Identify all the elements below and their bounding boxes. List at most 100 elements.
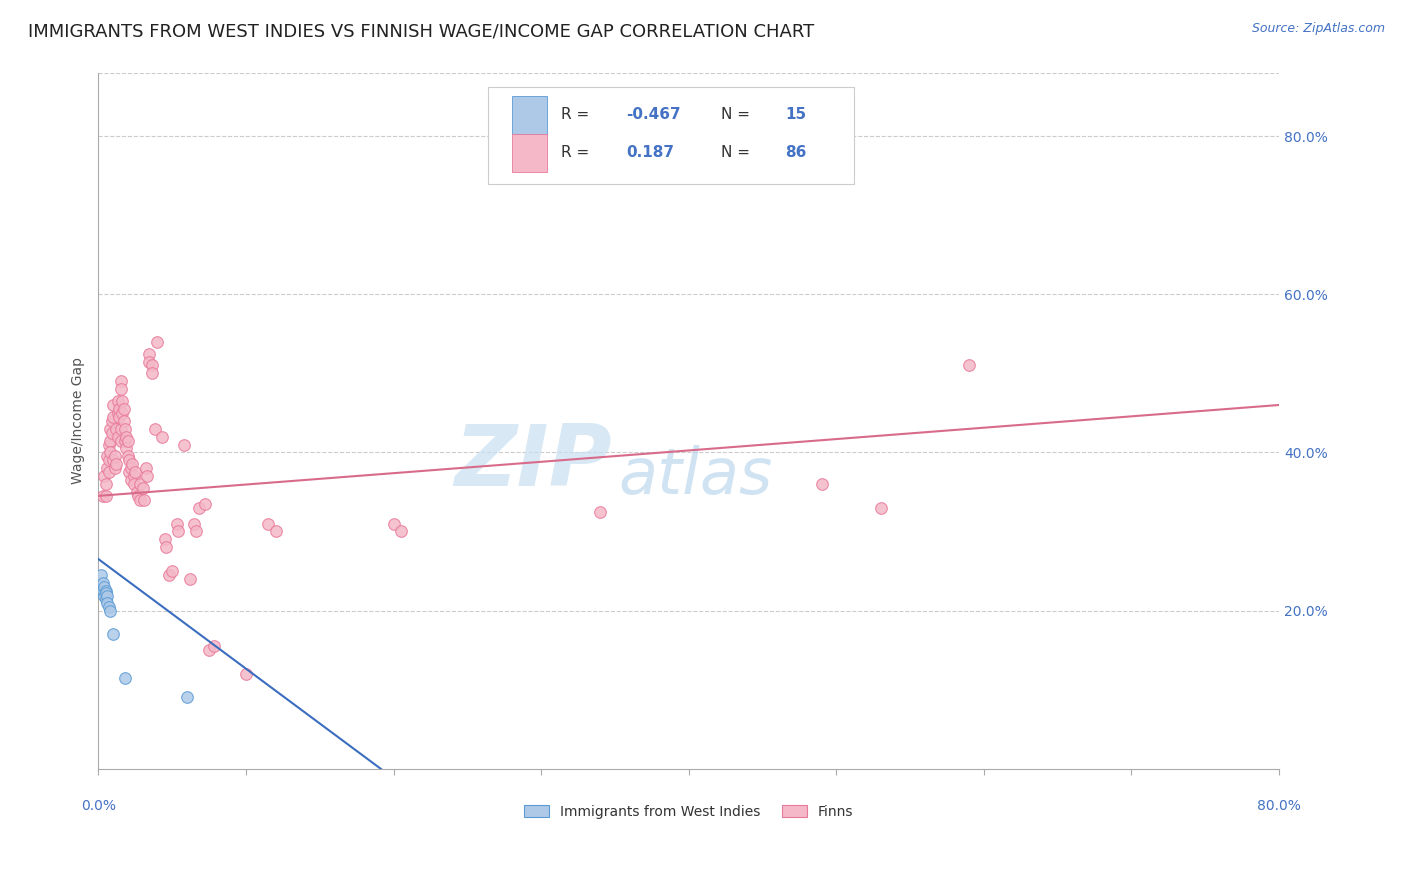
Point [143, 422, 166, 436]
Point [105, 457, 128, 471]
Point [110, 374, 132, 388]
Point [869, 500, 891, 515]
Point [104, 461, 127, 475]
Point [96, 450, 118, 464]
Point [120, 473, 142, 487]
Point [107, 429, 129, 443]
Text: N =: N = [721, 145, 749, 161]
Point [118, 465, 141, 479]
Point [122, 477, 145, 491]
Point [120, 461, 142, 475]
Point [179, 572, 201, 586]
Point [135, 461, 157, 475]
Point [108, 401, 131, 416]
Point [110, 422, 132, 436]
Point [91, 583, 114, 598]
Point [107, 406, 129, 420]
Point [111, 406, 134, 420]
Point [98, 603, 121, 617]
Point [122, 469, 145, 483]
Point [114, 422, 136, 436]
Point [166, 516, 188, 531]
Point [136, 469, 159, 483]
Point [98, 445, 121, 459]
Point [94, 477, 117, 491]
Text: N =: N = [721, 107, 749, 122]
Point [150, 429, 173, 443]
Point [138, 346, 160, 360]
Point [94, 583, 117, 598]
Point [96, 461, 118, 475]
Point [117, 450, 139, 464]
Point [153, 533, 176, 547]
Point [115, 442, 138, 456]
FancyBboxPatch shape [488, 87, 853, 185]
Point [91, 575, 114, 590]
Point [110, 434, 132, 448]
Point [810, 477, 832, 491]
Point [114, 434, 136, 448]
Point [105, 422, 128, 436]
Point [134, 492, 156, 507]
Point [118, 453, 141, 467]
Point [90, 568, 112, 582]
Point [94, 591, 117, 606]
Point [94, 489, 117, 503]
Text: 0.0%: 0.0% [82, 799, 115, 814]
Text: IMMIGRANTS FROM WEST INDIES VS FINNISH WAGE/INCOME GAP CORRELATION CHART: IMMIGRANTS FROM WEST INDIES VS FINNISH W… [28, 22, 814, 40]
Point [382, 516, 405, 531]
Text: R =: R = [561, 145, 589, 161]
Point [157, 568, 180, 582]
Point [117, 434, 139, 448]
Point [173, 437, 195, 451]
Point [98, 434, 121, 448]
Point [112, 401, 135, 416]
Point [96, 589, 118, 603]
Point [176, 690, 198, 705]
FancyBboxPatch shape [512, 95, 547, 134]
Point [128, 477, 150, 491]
Point [93, 469, 115, 483]
Point [184, 524, 207, 539]
Text: ZIP: ZIP [454, 421, 612, 504]
Point [91, 489, 114, 503]
Text: atlas: atlas [617, 445, 772, 508]
Point [100, 425, 122, 440]
Point [103, 453, 125, 467]
Point [141, 359, 163, 373]
Point [198, 643, 221, 657]
Point [127, 489, 149, 503]
Point [257, 516, 280, 531]
Point [128, 492, 150, 507]
Point [124, 465, 146, 479]
Point [138, 354, 160, 368]
Point [141, 367, 163, 381]
Text: R =: R = [561, 107, 589, 122]
Point [111, 394, 134, 409]
Point [100, 414, 122, 428]
Point [183, 516, 205, 531]
Point [94, 586, 117, 600]
Point [104, 450, 127, 464]
Point [97, 465, 120, 479]
Point [112, 414, 135, 428]
Legend: Immigrants from West Indies, Finns: Immigrants from West Indies, Finns [519, 799, 859, 824]
Point [264, 524, 287, 539]
Point [103, 627, 125, 641]
Point [96, 596, 118, 610]
Text: Source: ZipAtlas.com: Source: ZipAtlas.com [1251, 22, 1385, 36]
Text: 15: 15 [786, 107, 807, 122]
Point [93, 589, 115, 603]
Y-axis label: Wage/Income Gap: Wage/Income Gap [72, 358, 86, 484]
Point [235, 666, 257, 681]
Point [108, 409, 131, 424]
Point [98, 422, 121, 436]
Point [97, 453, 120, 467]
Point [146, 334, 169, 349]
Text: 86: 86 [786, 145, 807, 161]
Point [103, 409, 125, 424]
Point [194, 497, 217, 511]
Point [155, 541, 177, 555]
Point [97, 437, 120, 451]
Point [202, 639, 225, 653]
